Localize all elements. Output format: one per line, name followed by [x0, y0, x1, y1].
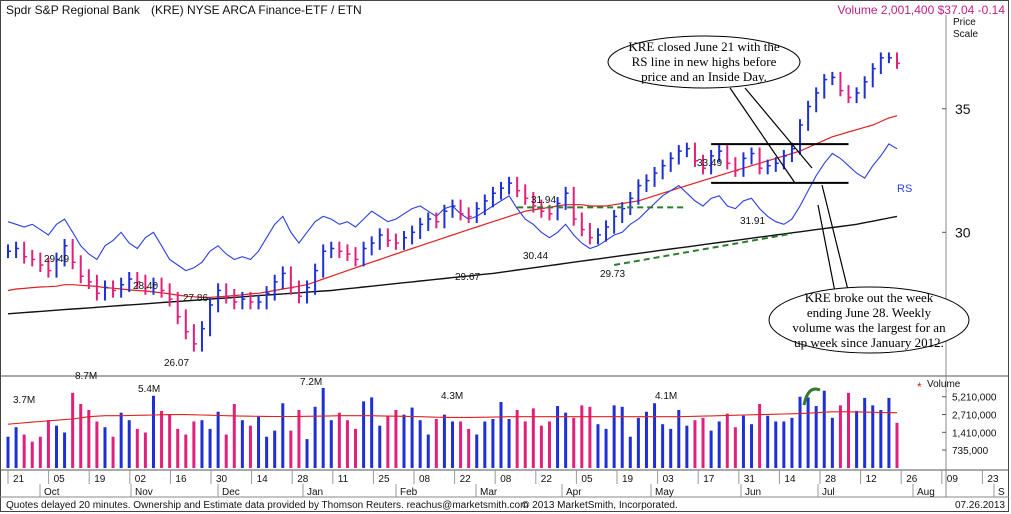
date-day-label: 22 — [460, 474, 472, 485]
date-month-label: Nov — [135, 487, 153, 498]
date-month-label: Oct — [44, 487, 60, 498]
callout-breakout-text: KRE broke out the week ending June 28. W… — [792, 290, 946, 350]
price-scale-label-1: Price — [953, 17, 976, 28]
price-tick-label: 30 — [955, 224, 971, 240]
date-day-label: 19 — [94, 474, 106, 485]
price-scale-label-2: Scale — [953, 29, 979, 40]
price-annotation: 31.91 — [740, 216, 765, 227]
date-month-label: Jan — [307, 487, 323, 498]
volume-tick-label: 735,000 — [952, 446, 989, 457]
price-tick-label: 35 — [955, 101, 971, 117]
date-day-label: 23 — [987, 474, 999, 485]
volume-tick-label: 1,410,000 — [952, 428, 997, 439]
volume-tick-label: 5,210,000 — [952, 393, 997, 404]
security-symbol: (KRE) NYSE ARCA Finance-ETF / ETN — [151, 3, 362, 17]
date-month-label: Jun — [745, 487, 761, 498]
price-annotation: 26.07 — [164, 358, 189, 369]
volume-annotation: 4.1M — [655, 391, 677, 402]
breakout-volume-arc — [802, 387, 821, 406]
volume-annotation: 3.7M — [13, 395, 35, 406]
date-day-label: 28 — [825, 474, 837, 485]
price-annotation: 27.86 — [183, 293, 208, 304]
date-day-label: 08 — [419, 474, 431, 485]
date-month-label: Dec — [222, 487, 240, 498]
date-day-label: 19 — [622, 474, 634, 485]
date-day-label: 31 — [744, 474, 756, 485]
security-title: Spdr S&P Regional Bank — [6, 3, 140, 17]
rs-trend-line — [613, 232, 793, 266]
date-day-label: 26 — [906, 474, 918, 485]
price-annotation: 28.40 — [133, 281, 158, 292]
callout-pointer-3 — [821, 184, 849, 291]
date-day-label: 09 — [947, 474, 959, 485]
date-month-label: Apr — [566, 487, 582, 498]
date-day-label: 05 — [54, 474, 66, 485]
volume-annotation: 8.7M — [75, 371, 97, 382]
date-day-label: 22 — [541, 474, 553, 485]
date-day-label: 14 — [257, 474, 269, 485]
footer-disclaimer: Quotes delayed 20 minutes. Ownership and… — [6, 500, 529, 511]
callout-pointer-4 — [817, 204, 836, 293]
date-day-label: 16 — [175, 474, 187, 485]
date-month-label: Aug — [917, 487, 935, 498]
volume-axis-label: Volume — [927, 379, 961, 390]
price-annotation: 30.44 — [523, 251, 548, 262]
volume-annotation: 5.4M — [138, 384, 160, 395]
date-day-label: 25 — [378, 474, 390, 485]
date-month-label: S — [998, 487, 1005, 498]
price-annotation: 33.49 — [697, 158, 722, 169]
price-annotation: 29.73 — [600, 269, 625, 280]
price-annotation: 29.67 — [455, 272, 480, 283]
volume-tick-label: 2,710,000 — [952, 411, 997, 422]
date-day-label: 05 — [581, 474, 593, 485]
date-month-label: Mar — [480, 487, 498, 498]
date-day-label: 30 — [216, 474, 228, 485]
volume-annotation: 4.3M — [441, 391, 463, 402]
date-day-label: 03 — [663, 474, 675, 485]
callout-inside-day-text: KRE closed June 21 with the RS line in n… — [628, 39, 780, 84]
date-month-label: Feb — [400, 487, 418, 498]
date-day-label: 12 — [866, 474, 878, 485]
date-day-label: 08 — [500, 474, 512, 485]
volume-avg-line — [7, 411, 897, 425]
callout-pointer-2 — [744, 87, 813, 169]
ma50-line — [7, 115, 898, 298]
date-month-label: Jul — [822, 487, 835, 498]
volume-asterisk: * — [917, 380, 922, 394]
date-day-label: 11 — [338, 474, 349, 485]
rs-label: RS — [897, 183, 912, 195]
callout-pointer-1 — [729, 87, 796, 184]
volume-annotation: 7.2M — [300, 377, 322, 388]
price-annotation: 31.94 — [531, 195, 556, 206]
ma200-line — [7, 215, 898, 315]
date-day-label: 21 — [13, 474, 25, 485]
callout-inside-day: KRE closed June 21 with the RS line in n… — [606, 35, 802, 89]
date-day-label: 17 — [703, 474, 715, 485]
date-month-label: May — [655, 487, 674, 498]
footer-date: 07.26.2013 — [954, 500, 1005, 511]
footer-copyright: © 2013 MarketSmith, Incorporated. — [522, 500, 678, 511]
date-day-label: 02 — [135, 474, 147, 485]
volume-price-readout: Volume 2,001,400 $37.04 -0.14 — [837, 3, 1005, 17]
callout-breakout: KRE broke out the week ending June 28. W… — [768, 286, 970, 354]
date-day-label: 14 — [784, 474, 796, 485]
date-day-label: 28 — [297, 474, 309, 485]
price-annotation: 29.49 — [44, 254, 69, 265]
